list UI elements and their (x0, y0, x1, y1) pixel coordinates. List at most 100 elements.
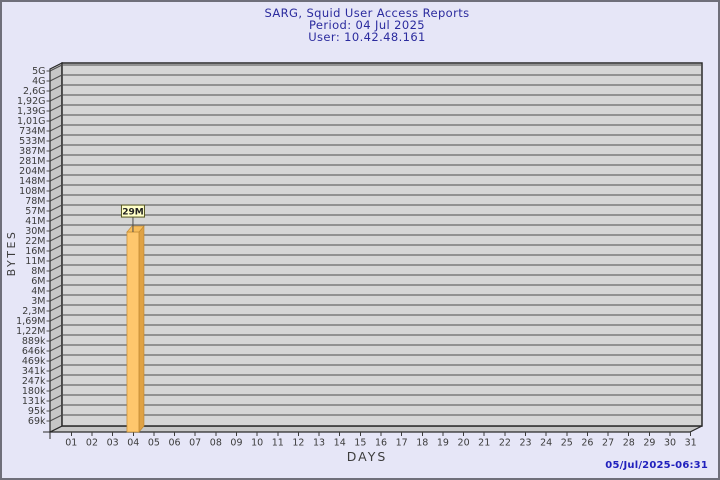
y-tick-label: 533M (19, 136, 45, 147)
grid-line-wall-segment (49, 154, 63, 162)
x-tick-label: 28 (623, 438, 635, 449)
y-tick-label: 95k (28, 406, 46, 417)
y-tick-label: 108M (19, 186, 45, 197)
grid-line-wall-segment (49, 394, 63, 402)
y-tick-label: 69k (28, 416, 46, 427)
grid-line-wall-segment (49, 244, 63, 252)
grid-line-wall-segment (49, 354, 63, 362)
x-tick-label: 01 (65, 438, 77, 449)
x-tick-label: 02 (86, 438, 98, 449)
y-tick-label: 180k (22, 386, 46, 397)
grid-line-wall-segment (49, 264, 63, 272)
y-tick-label: 3M (31, 296, 45, 307)
x-tick-label: 10 (251, 438, 263, 449)
grid-line-wall-segment (49, 334, 63, 342)
y-tick-label: 1,92G (17, 96, 46, 107)
grid-line-wall-segment (49, 384, 63, 392)
y-tick-label: 204M (19, 166, 45, 177)
x-tick-label: 31 (685, 438, 697, 449)
y-tick-label: 2,3M (22, 306, 45, 317)
y-tick-label: 41M (25, 216, 45, 227)
x-tick-label: 08 (210, 438, 222, 449)
x-tick-label: 04 (127, 438, 139, 449)
grid-line-wall-segment (49, 234, 63, 242)
x-axis-label: DAYS (346, 449, 388, 464)
x-tick-label: 21 (478, 438, 490, 449)
x-tick-label: 26 (581, 438, 593, 449)
y-tick-label: 889k (22, 336, 46, 347)
y-tick-label: 341k (22, 366, 46, 377)
x-tick-label: 18 (416, 438, 428, 449)
x-tick-label: 30 (664, 438, 676, 449)
grid-line-wall-segment (49, 64, 63, 72)
x-tick-label: 24 (540, 438, 552, 449)
y-tick-label: 78M (25, 196, 45, 207)
chart-period: Period: 04 Jul 2025 (308, 18, 426, 33)
y-tick-label: 5G (32, 66, 45, 77)
y-tick-label: 148M (19, 176, 45, 187)
grid-line-wall-segment (49, 404, 63, 412)
x-tick-label: 09 (230, 438, 242, 449)
grid-line-wall-segment (49, 254, 63, 262)
grid-line-wall-segment (49, 314, 63, 322)
grid-line-wall-segment (49, 94, 63, 102)
grid-line-wall-segment (49, 294, 63, 302)
x-tick-label: 25 (561, 438, 573, 449)
grid-line-wall-segment (49, 204, 63, 212)
grid-line-wall-segment (49, 364, 63, 372)
x-tick-label: 20 (458, 438, 470, 449)
x-tick-label: 29 (643, 438, 655, 449)
grid-line-wall-segment (49, 374, 63, 382)
grid-line-wall-segment (49, 104, 63, 112)
y-tick-label: 646k (22, 346, 46, 357)
y-tick-label: 8M (31, 266, 45, 277)
y-tick-label: 1,22M (16, 326, 45, 337)
x-tick-label: 27 (602, 438, 614, 449)
x-tick-label: 07 (189, 438, 201, 449)
y-tick-label: 2,6G (23, 86, 45, 97)
x-tick-label: 17 (396, 438, 408, 449)
grid-line-wall-segment (49, 224, 63, 232)
grid-line-wall-segment (49, 184, 63, 192)
plot-floor (49, 425, 703, 433)
y-axis-label: BYTES (5, 229, 18, 277)
chart-user: User: 10.42.48.161 (308, 30, 426, 45)
x-tick-label: 05 (148, 438, 160, 449)
grid-line-wall-segment (49, 84, 63, 92)
y-tick-label: 1,69M (16, 316, 45, 327)
grid-line-wall-segment (49, 134, 63, 142)
y-tick-label: 734M (19, 126, 45, 137)
y-tick-label: 387M (19, 146, 45, 157)
x-tick-label: 12 (292, 438, 304, 449)
y-tick-label: 6M (31, 276, 45, 287)
y-tick-label: 30M (25, 226, 45, 237)
grid-line-wall-segment (49, 284, 63, 292)
y-tick-label: 11M (25, 256, 45, 267)
grid-line-wall-segment (49, 324, 63, 332)
grid-line-wall-segment (49, 304, 63, 312)
grid-line-wall-segment (49, 414, 63, 422)
x-tick-label: 11 (272, 438, 284, 449)
grid-line-wall-segment (49, 274, 63, 282)
y-tick-label: 131k (22, 396, 46, 407)
grid-line-wall-segment (49, 174, 63, 182)
y-tick-label: 281M (19, 156, 45, 167)
value-label-text: 29M (122, 208, 144, 218)
chart-header: SARG, Squid User Access Reports Period: … (12, 6, 718, 45)
x-tick-label: 03 (107, 438, 119, 449)
generated-timestamp: 05/Jul/2025-06:31 (605, 460, 708, 471)
x-tick-label: 14 (334, 438, 346, 449)
grid-line-wall-segment (49, 344, 63, 352)
y-tick-label: 22M (25, 236, 45, 247)
chart-title: SARG, Squid User Access Reports (264, 6, 470, 20)
x-tick-label: 23 (519, 438, 531, 449)
y-tick-label: 469k (22, 356, 46, 367)
x-tick-label: 19 (437, 438, 449, 449)
bar-side (138, 225, 145, 433)
x-tick-label: 16 (375, 438, 387, 449)
x-tick-label: 13 (313, 438, 325, 449)
grid-line-wall-segment (49, 164, 63, 172)
grid-line-wall-segment (49, 144, 63, 152)
